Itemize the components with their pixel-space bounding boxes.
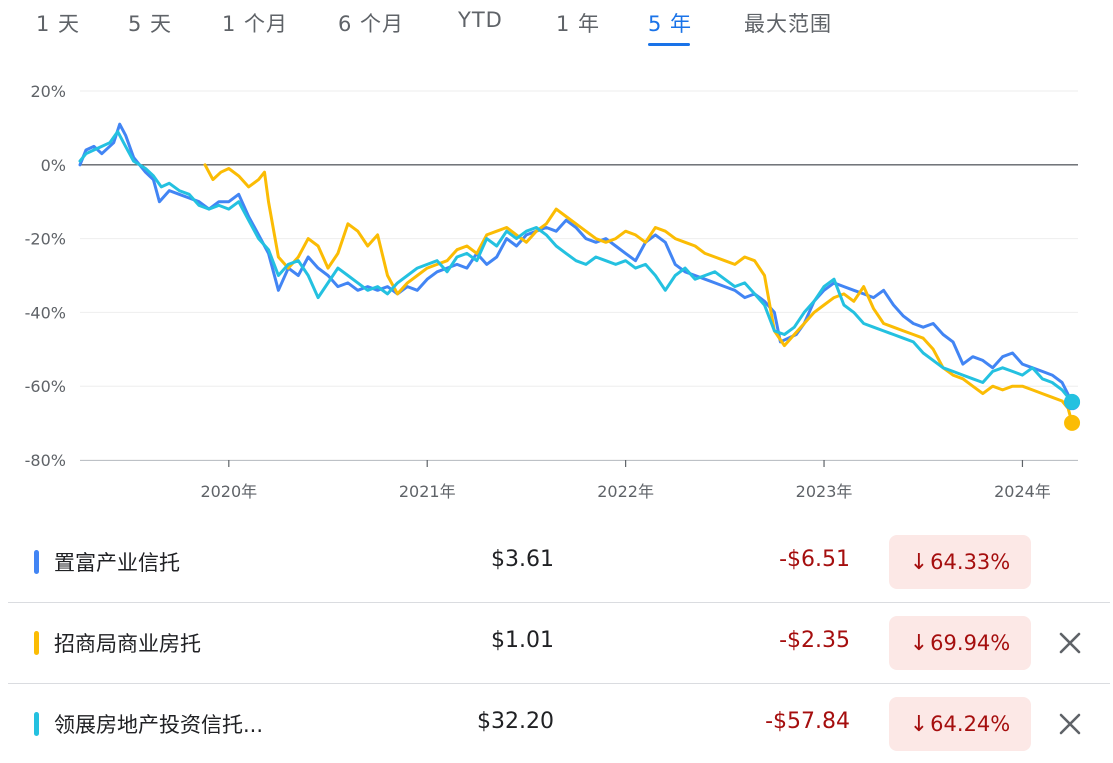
chart-series [78, 122, 1081, 431]
active-tab-indicator [648, 43, 690, 46]
tab-6-months[interactable]: 6 个月 [338, 12, 405, 36]
range-tabs: 1 天 5 天 1 个月 6 个月 YTD 1 年 5 年 最大范围 [0, 0, 1113, 50]
price-value: $1.01 [491, 628, 554, 653]
list-item-china-merchants-reit[interactable]: 招商局商业房托 $1.01 -$2.35 ↓ 69.94% [8, 602, 1110, 682]
percent-change-badge: ↓ 64.33% [889, 535, 1031, 589]
tab-1-day[interactable]: 1 天 [36, 12, 81, 36]
series-color-marker [34, 550, 39, 574]
percent-change-badge: ↓ 69.94% [889, 616, 1031, 670]
security-name[interactable]: 领展房地产投资信托... [54, 713, 264, 737]
percent-change-badge: ↓ 64.24% [889, 697, 1031, 751]
price-value: $3.61 [491, 547, 554, 572]
arrow-down-icon: ↓ [909, 711, 929, 737]
tab-max[interactable]: 最大范围 [744, 12, 832, 36]
chart-x-axis: 2020年 2021年 2022年 2023年 2024年 [80, 460, 1078, 501]
percent-change-value: 69.94% [930, 631, 1011, 655]
price-change: -$6.51 [779, 547, 850, 572]
series-color-marker [34, 712, 39, 736]
arrow-down-icon: ↓ [909, 549, 929, 575]
security-name[interactable]: 招商局商业房托 [54, 632, 201, 656]
x-tick-label: 2022年 [597, 482, 654, 501]
y-tick-label: 20% [30, 82, 66, 101]
tab-5-days[interactable]: 5 天 [128, 12, 173, 36]
y-tick-label: -40% [25, 303, 66, 322]
percent-change-value: 64.33% [930, 550, 1011, 574]
series-color-marker [34, 631, 39, 655]
x-tick-label: 2020年 [200, 482, 257, 501]
series-line-fortune-reit [78, 122, 1074, 404]
price-change: -$57.84 [765, 709, 850, 734]
tab-1-year[interactable]: 1 年 [556, 12, 601, 36]
tab-ytd[interactable]: YTD [458, 8, 503, 32]
list-item-link-reit[interactable]: 领展房地产投资信托... $32.20 -$57.84 ↓ 64.24% [8, 683, 1110, 763]
price-change: -$2.35 [779, 628, 850, 653]
y-tick-label: 0% [41, 156, 66, 175]
tab-1-month[interactable]: 1 个月 [222, 12, 289, 36]
series-end-point [1064, 393, 1081, 410]
close-icon[interactable] [1056, 710, 1084, 738]
y-tick-label: -60% [25, 377, 66, 396]
security-name[interactable]: 置富产业信托 [54, 551, 180, 575]
chart-y-axis: 20% 0% -20% -40% -60% -80% [25, 82, 66, 470]
performance-chart[interactable]: 2020年 2021年 2022年 2023年 2024年 20% 0% -20% -40% -… [0, 60, 1113, 510]
y-tick-label: -80% [25, 451, 66, 470]
series-line-china-merchants-reit [203, 163, 1074, 425]
list-item-fortune-reit[interactable]: 置富产业信托 $3.61 -$6.51 ↓ 64.33% [8, 522, 1110, 602]
arrow-down-icon: ↓ [909, 630, 929, 656]
tab-5-years[interactable]: 5 年 [648, 12, 693, 36]
y-tick-label: -20% [25, 230, 66, 249]
x-tick-label: 2024年 [994, 482, 1051, 501]
series-end-point [1064, 414, 1081, 431]
price-value: $32.20 [477, 709, 554, 734]
x-tick-label: 2023年 [796, 482, 853, 501]
x-tick-label: 2021年 [399, 482, 456, 501]
percent-change-value: 64.24% [930, 712, 1011, 736]
chart-grid [80, 90, 1078, 461]
series-line-link-reit [78, 130, 1074, 404]
close-icon[interactable] [1056, 629, 1084, 657]
